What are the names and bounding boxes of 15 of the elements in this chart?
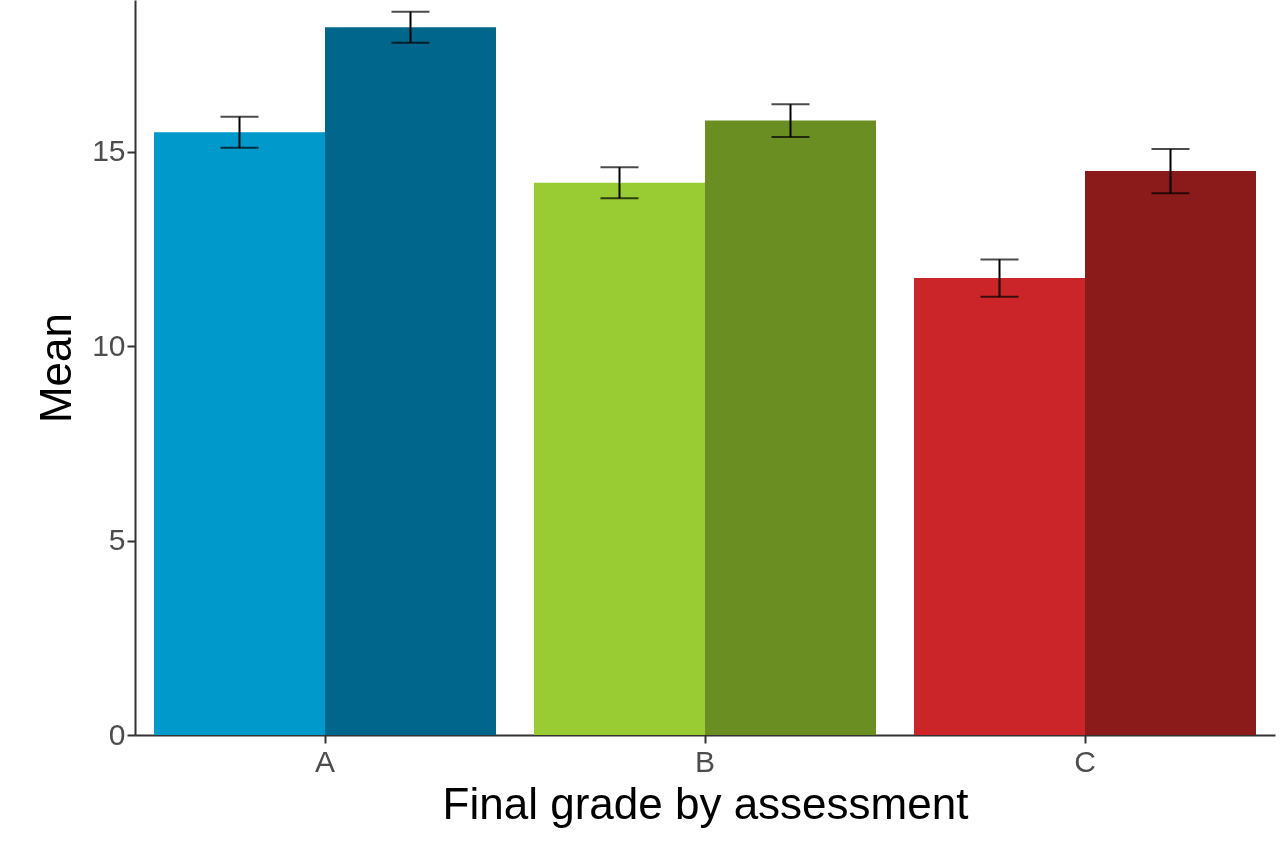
x-tick-label: C (1074, 744, 1096, 778)
x-axis-title: Final grade by assessment (442, 778, 969, 828)
bar (325, 27, 496, 735)
y-tick-label: 0 (108, 717, 126, 751)
x-tick-label: B (694, 744, 716, 778)
y-tick-label: 10 (92, 328, 126, 362)
bar (534, 182, 705, 735)
bar (705, 120, 876, 735)
bar (154, 132, 325, 735)
x-tick-label: A (314, 744, 336, 778)
y-tick-label: 5 (108, 523, 126, 557)
y-axis-title: Mean (31, 312, 81, 424)
bar (914, 278, 1085, 735)
bar (1085, 171, 1256, 735)
y-tick-label: 15 (92, 134, 126, 168)
